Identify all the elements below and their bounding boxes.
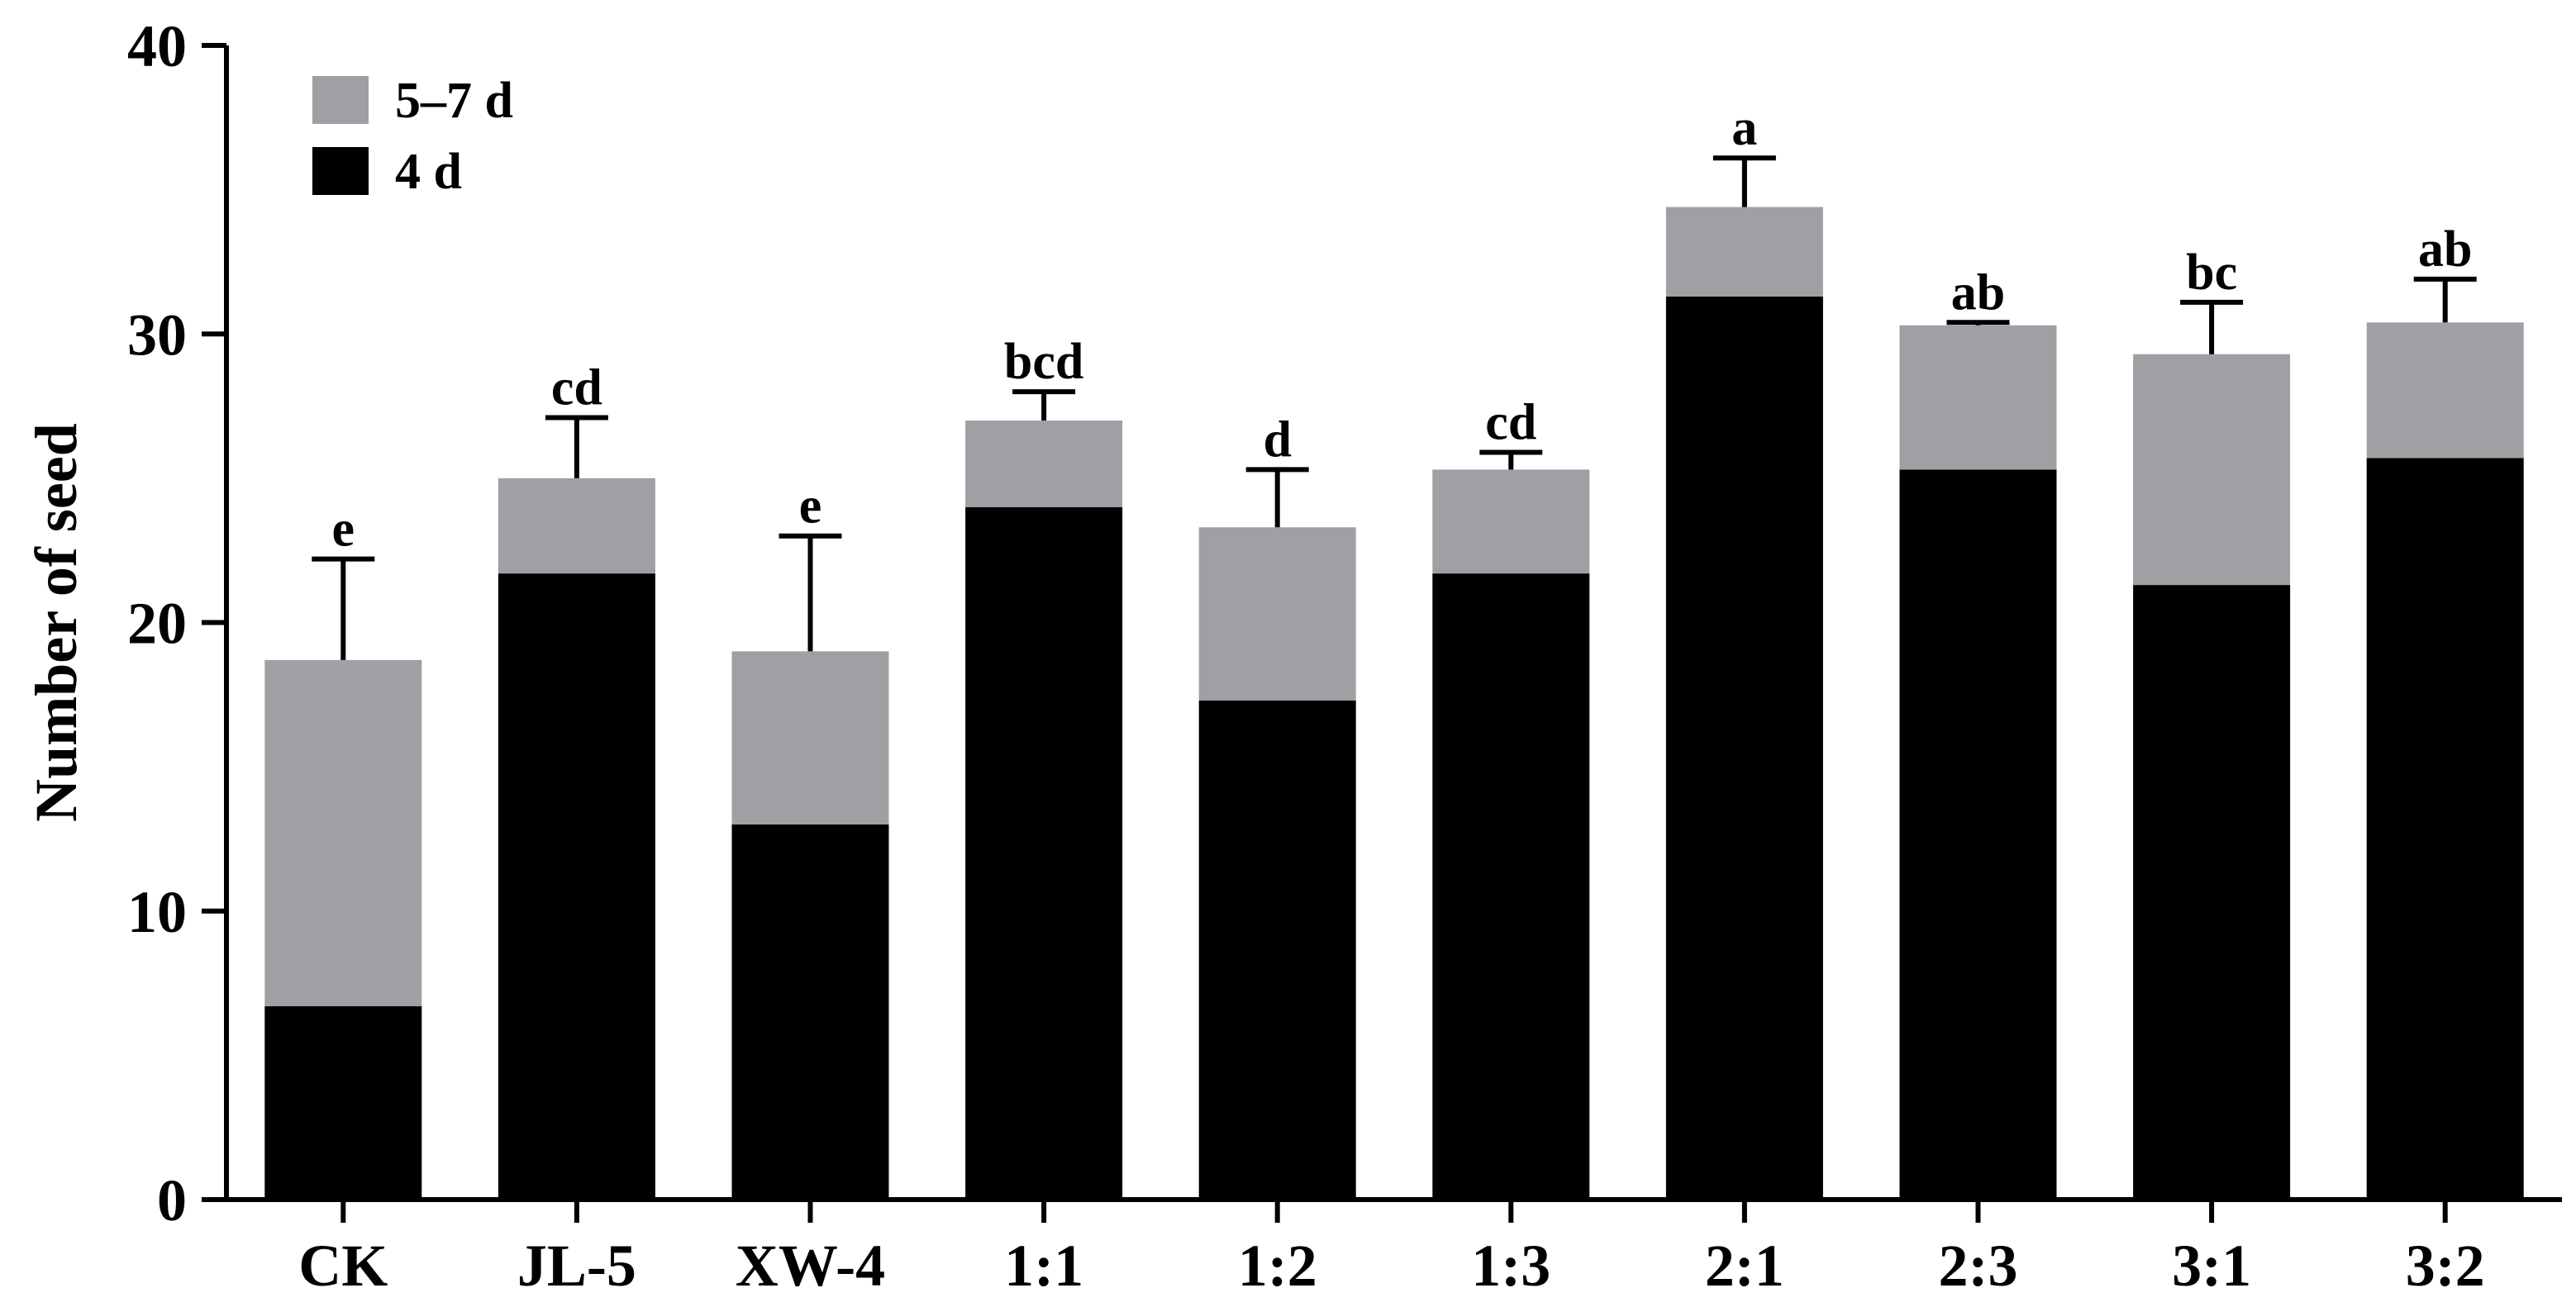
significance-label-3:2: ab [2418,221,2472,278]
bar-5-7d-1:2 [1198,527,1356,701]
axes-layer [202,43,2562,1223]
y-tick-label-30: 30 [127,302,187,368]
x-tick-label-3:1: 3:1 [2172,1233,2251,1299]
bar-4d-CK [264,1006,422,1200]
bar-5-7d-CK [264,659,422,1007]
bar-4d-1:2 [1198,700,1356,1200]
y-axis-title: Number of seed [23,423,89,822]
labels-layer: e cd e bcd d cd a ab bc ab 0 10 20 30 40 CK JL-5 XW-4 1:1 1… [23,13,2485,1299]
legend-swatch-4d [312,147,369,195]
bar-4d-JL-5 [498,573,655,1200]
y-tick-label-10: 10 [127,879,187,945]
significance-label-2:1: a [1731,100,1757,156]
significance-label-XW-4: e [799,478,822,535]
significance-label-1:3: cd [1485,394,1536,450]
significance-label-2:3: ab [1951,264,2005,321]
bar-5-7d-2:1 [1665,207,1823,297]
bar-5-7d-1:3 [1432,469,1590,574]
bar-4d-2:1 [1665,296,1823,1200]
significance-label-JL-5: cd [551,360,602,416]
x-tick-label-1:3: 1:3 [1471,1233,1550,1299]
bars-layer [264,207,2524,1200]
legend-label-4d: 4 d [395,144,462,200]
significance-label-1:1: bcd [1004,334,1083,390]
x-tick-label-3:2: 3:2 [2406,1233,2485,1299]
bar-4d-3:2 [2366,458,2524,1200]
bar-4d-1:3 [1432,573,1590,1200]
bar-5-7d-2:3 [1899,325,2057,470]
bar-4d-2:3 [1899,469,2057,1200]
legend: 5–7 d 4 d [312,73,513,200]
bar-4d-3:1 [2133,585,2291,1200]
bar-4d-XW-4 [731,824,889,1200]
significance-label-3:1: bc [2186,245,2237,301]
bar-5-7d-1:1 [965,421,1123,507]
y-tick-label-40: 40 [127,13,187,79]
x-tick-label-2:1: 2:1 [1705,1233,1784,1299]
bar-5-7d-JL-5 [498,478,655,574]
x-tick-label-1:2: 1:2 [1238,1233,1317,1299]
bar-5-7d-3:1 [2133,354,2291,586]
bar-5-7d-XW-4 [731,651,889,825]
error-bars-layer [312,155,2477,660]
significance-label-1:2: d [1263,411,1291,468]
legend-label-5-7d: 5–7 d [395,73,513,129]
y-tick-label-0: 0 [157,1167,187,1233]
x-tick-label-JL-5: JL-5 [517,1233,636,1299]
y-tick-label-20: 20 [127,591,187,657]
legend-swatch-5-7d [312,76,369,124]
x-tick-label-CK: CK [298,1233,388,1299]
bar-4d-1:1 [965,506,1123,1200]
x-tick-label-1:1: 1:1 [1004,1233,1083,1299]
x-tick-label-2:3: 2:3 [1939,1233,2018,1299]
bar-5-7d-3:2 [2366,322,2524,459]
x-tick-label-XW-4: XW-4 [736,1233,885,1299]
significance-label-CK: e [332,501,355,558]
